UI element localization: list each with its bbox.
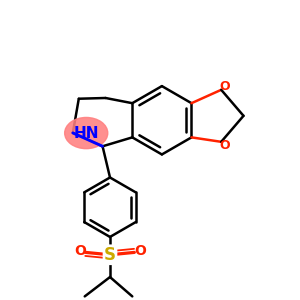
- Text: O: O: [74, 244, 86, 258]
- Text: O: O: [220, 139, 230, 152]
- Text: O: O: [134, 244, 146, 258]
- Text: O: O: [220, 80, 230, 93]
- Ellipse shape: [65, 118, 108, 149]
- Text: S: S: [104, 246, 116, 264]
- Text: HN: HN: [74, 126, 99, 141]
